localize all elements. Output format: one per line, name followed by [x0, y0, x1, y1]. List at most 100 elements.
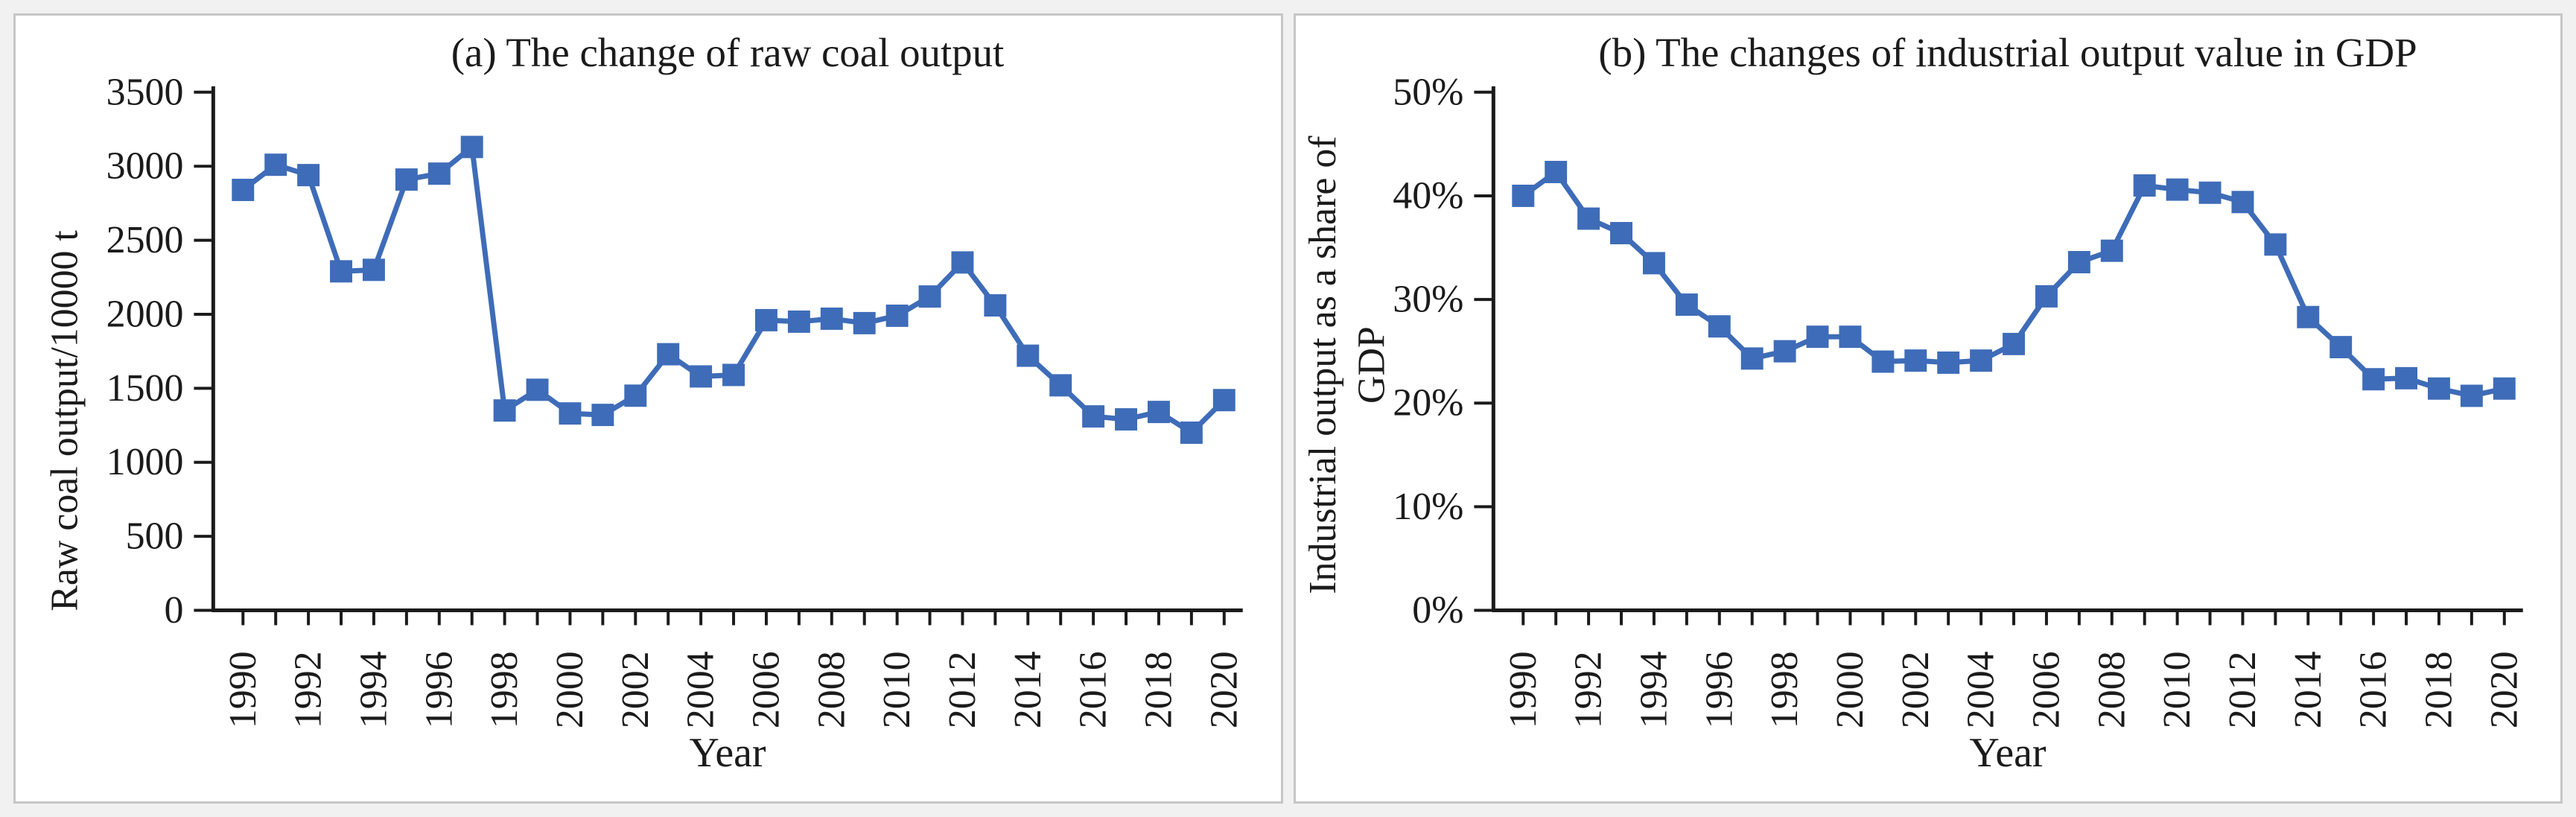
chart-a-plot-area: 0 500 1000 1500 2000 2500 3000 3500 1990 1992 1994…	[106, 71, 1246, 728]
chart-b-y-axis-title-line1: Industrial output as a share of	[1301, 136, 1343, 594]
x-tick-label: 2004	[680, 651, 722, 728]
data-point-marker	[885, 304, 909, 327]
data-point-marker	[1049, 374, 1072, 397]
data-point-marker	[1675, 293, 1698, 317]
data-point-marker	[2427, 377, 2450, 400]
data-point-marker	[297, 164, 320, 187]
x-tick-label: 1996	[1698, 651, 1740, 728]
x-tick-label: 1996	[418, 651, 460, 728]
data-point-marker	[1773, 340, 1796, 363]
data-point-marker	[2394, 366, 2417, 390]
data-point-marker	[2460, 384, 2483, 407]
x-tick-label: 2020	[1203, 651, 1245, 728]
data-point-marker	[2263, 233, 2286, 256]
x-tick-label: 2014	[1007, 651, 1049, 728]
chart-b-industrial-output-share: 0% 10% 20% 30% 40% 50% 1990 1992 1994 1996 1998 200…	[1301, 30, 2525, 776]
data-point-marker	[460, 136, 483, 159]
chart-a-title: (a) The change of raw coal output	[451, 30, 1005, 75]
data-point-marker	[2067, 251, 2090, 273]
x-tick-label: 2008	[2090, 651, 2133, 728]
x-tick-label: 2020	[2483, 651, 2525, 728]
chart-a-x-axis-title: Year	[690, 730, 766, 776]
data-point-marker	[853, 311, 876, 334]
y-tick-label: 500	[126, 515, 184, 558]
data-point-marker	[2133, 174, 2156, 197]
data-point-marker	[1115, 408, 1138, 431]
data-point-marker	[690, 365, 713, 388]
y-tick-label: 20%	[1393, 382, 1463, 425]
data-point-marker	[984, 294, 1007, 317]
x-tick-label: 1992	[1567, 651, 1609, 728]
data-point-marker	[591, 404, 614, 427]
x-tick-label: 1994	[352, 651, 395, 728]
data-point-marker	[1708, 315, 1731, 338]
x-tick-label: 1992	[287, 651, 330, 728]
data-point-marker	[1544, 160, 1567, 183]
data-point-marker	[1740, 347, 1764, 370]
chart-b-plot-area: 0% 10% 20% 30% 40% 50% 1990 1992 1994 1996 1998 200…	[1393, 71, 2525, 728]
data-point-marker	[918, 285, 941, 308]
x-tick-label: 1998	[1764, 651, 1806, 728]
data-point-marker	[232, 179, 255, 201]
y-tick-label: 1000	[106, 441, 184, 483]
panel-chart-b: 0% 10% 20% 30% 40% 50% 1990 1992 1994 1996 1998 200…	[1293, 13, 2563, 804]
data-point-marker	[951, 251, 974, 274]
chart-b-title: (b) The changes of industrial output val…	[1598, 30, 2417, 75]
data-point-marker	[1180, 421, 1203, 444]
chart-b-y-axis-title-line2: GDP	[1350, 326, 1393, 404]
data-point-marker	[559, 402, 582, 425]
x-tick-label: 2006	[2025, 651, 2067, 728]
data-point-marker	[2230, 191, 2254, 214]
data-point-marker	[2493, 377, 2516, 400]
x-tick-label: 1994	[1632, 651, 1675, 728]
data-point-marker	[2100, 239, 2123, 262]
chart-a-raw-coal-output: 0 500 1000 1500 2000 2500 3000 3500 1990 1992 1994…	[44, 30, 1246, 776]
y-tick-label: 0	[164, 589, 183, 632]
y-tick-label: 40%	[1393, 174, 1463, 217]
panel-chart-a: 0 500 1000 1500 2000 2500 3000 3500 1990 1992 1994…	[13, 13, 1283, 804]
data-point-marker	[2362, 368, 2385, 391]
x-tick-label: 2012	[941, 651, 984, 728]
data-point-marker	[1577, 207, 1600, 230]
data-point-marker	[1969, 349, 1992, 372]
x-tick-label: 2000	[549, 651, 591, 728]
y-tick-label: 30%	[1393, 279, 1463, 321]
data-point-marker	[1609, 222, 1632, 245]
data-point-marker	[2329, 336, 2352, 359]
x-tick-label: 1990	[1501, 651, 1544, 728]
data-point-marker	[395, 168, 418, 191]
y-tick-label: 3500	[106, 71, 184, 113]
data-point-marker	[820, 307, 843, 330]
y-tick-label: 1500	[106, 367, 184, 410]
data-point-marker	[526, 378, 549, 401]
data-point-marker	[1936, 351, 1959, 374]
data-point-marker	[2296, 305, 2319, 328]
data-point-marker	[362, 258, 385, 282]
x-tick-label: 2018	[1137, 651, 1180, 728]
data-point-marker	[1082, 405, 1105, 428]
data-point-marker	[1838, 325, 1861, 349]
data-point-marker	[1147, 401, 1170, 424]
x-tick-label: 2002	[614, 651, 657, 728]
y-tick-label: 10%	[1393, 486, 1463, 528]
x-tick-label: 2016	[1072, 651, 1115, 728]
x-tick-label: 2008	[810, 651, 853, 728]
data-point-marker	[1511, 184, 1534, 207]
data-point-marker	[2166, 178, 2189, 201]
y-tick-label: 2000	[106, 293, 184, 335]
data-point-marker	[722, 363, 745, 387]
data-point-marker	[1806, 325, 1829, 349]
data-point-marker	[1642, 252, 1665, 275]
y-tick-label: 0%	[1412, 589, 1463, 632]
x-tick-label: 2004	[1959, 651, 2002, 728]
x-tick-label: 2010	[876, 651, 918, 728]
data-point-marker	[754, 308, 777, 331]
series-line	[240, 144, 1227, 436]
x-tick-label: 2010	[2156, 651, 2198, 728]
data-point-marker	[427, 162, 451, 185]
x-tick-label: 2016	[2352, 651, 2394, 728]
data-point-marker	[493, 399, 516, 422]
chart-a-y-axis-title: Raw coal output/10000 t	[44, 230, 86, 611]
data-point-marker	[1871, 350, 1894, 373]
